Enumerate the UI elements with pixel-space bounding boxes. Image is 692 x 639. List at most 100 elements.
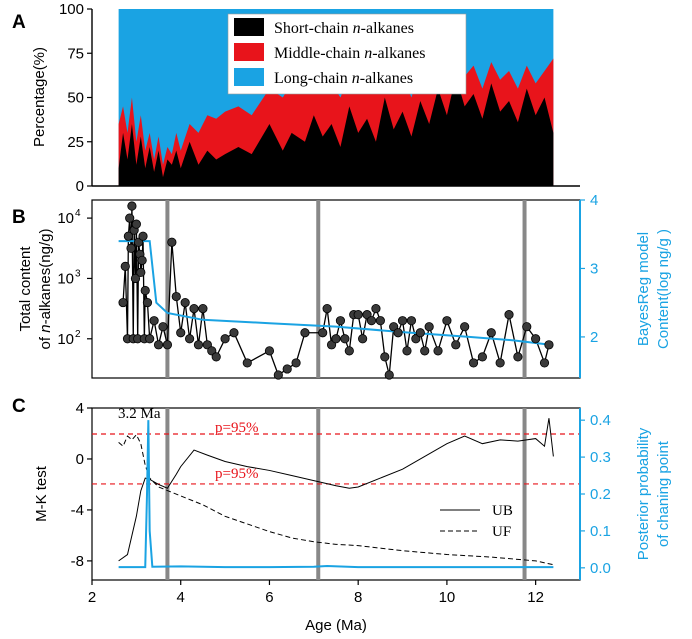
c-uf-line: [118, 433, 554, 566]
b-y-label-line2: of n-alkanes(ng/g): [37, 229, 54, 350]
c-x-label: Age (Ma): [305, 617, 367, 634]
b-sample-series: [118, 201, 554, 380]
b-sample-point: [118, 297, 128, 308]
c-y-tick-label-right: 0.4: [590, 412, 611, 429]
c-y-tick-label-right: 0.1: [590, 523, 611, 540]
b-sample-point: [522, 322, 532, 332]
b-sample-point: [189, 304, 199, 314]
b-sample-point: [126, 243, 136, 253]
b-y-tick-label: 10: [57, 270, 74, 287]
b-sample-point: [127, 201, 137, 211]
panel-letter-a: A: [12, 12, 26, 33]
area-short-chain: [118, 76, 554, 186]
b-bayesreg-line: [118, 240, 554, 347]
legend-swatch-long: [234, 68, 264, 86]
b-sample-point: [513, 352, 523, 362]
b-sample-point: [477, 352, 487, 362]
b-y-tick-label-right: 2: [590, 329, 598, 346]
c-y-tick-label-right: 0.0: [590, 560, 611, 577]
a-y-ticks: 0 25 50 75 100: [59, 1, 92, 195]
c-y-label-right-line2: of chaning point: [655, 440, 672, 547]
b-sample-point: [531, 334, 541, 344]
b-y-tick-label: 10: [57, 331, 74, 348]
c-x-tick-label: 12: [527, 589, 544, 606]
a-y-tick-label: 100: [59, 1, 84, 18]
b-sample-point: [242, 358, 252, 368]
c-y-tick-label: -8: [71, 553, 84, 570]
b-sample-point: [180, 297, 190, 308]
legend-swatch-middle: [234, 43, 264, 61]
b-sample-point: [176, 328, 186, 338]
b-sample-point: [198, 304, 208, 314]
legend-label-short: Short-chain n-alkanes: [274, 20, 414, 37]
b-sample-point: [486, 328, 496, 338]
b-sample-point: [468, 358, 479, 368]
b-sample-point: [158, 322, 168, 332]
legend-label-ub: UB: [492, 503, 513, 519]
b-sample-point: [384, 370, 394, 380]
c-legend: UB UF: [440, 503, 513, 540]
b-sample-point: [424, 322, 434, 332]
b-y-label-right-line2: Content(log ng/g ): [655, 229, 672, 349]
b-sample-point: [460, 322, 470, 332]
a-y-tick-label: 0: [76, 178, 84, 195]
c-y-label-right-line1: Posterior probability: [635, 427, 652, 560]
legend-label-middle: Middle-chain n-alkanes: [274, 45, 426, 62]
c-y-ticks-right: 0.0 0.1 0.2 0.3 0.4: [579, 408, 611, 580]
b-sample-point: [140, 285, 150, 296]
legend-label-uf: UF: [492, 524, 511, 540]
b-sample-point: [162, 340, 173, 350]
legend-label-long: Long-chain n-alkanes: [274, 70, 413, 87]
b-sample-point: [136, 267, 146, 278]
b-sample-point: [120, 261, 130, 271]
c-y-tick-label-right: 0.3: [590, 449, 611, 466]
b-sample-point: [123, 231, 133, 241]
b-sample-point: [145, 334, 155, 344]
b-sample-point: [544, 340, 554, 350]
b-sample-point: [264, 346, 275, 356]
c-y-tick-label-right: 0.2: [590, 486, 611, 503]
b-sample-point: [331, 334, 341, 344]
c-vertical-markers: [165, 408, 527, 580]
b-sample-point: [340, 334, 350, 344]
c-x-tick-label: 8: [354, 589, 362, 606]
a-legend-box: [227, 13, 467, 95]
b-y-ticks-right: 2 3 4: [579, 192, 598, 378]
b-sample-point: [539, 358, 550, 368]
c-y-ticks-left: 4 0 -4 -8: [71, 400, 92, 570]
b-sample-point: [433, 346, 443, 356]
b-sample-point: [273, 370, 283, 380]
c-y-tick-label: 4: [76, 400, 84, 417]
b-sample-point: [451, 340, 461, 350]
b-y-tick-exponent: 4: [75, 208, 81, 219]
b-sample-point: [380, 352, 390, 362]
b-sample-point: [282, 364, 292, 374]
panel-letter-c: C: [12, 396, 26, 417]
b-sample-point: [375, 316, 385, 326]
c-series: [92, 418, 580, 569]
a-y-tick-label: 75: [67, 45, 84, 62]
c-x-ticks: 2 4 6 8 10 12: [88, 580, 544, 606]
panel-letter-b: B: [12, 207, 26, 228]
sig-label-upper: p=95%: [215, 420, 258, 436]
a-y-tick-label: 50: [67, 90, 84, 107]
b-sample-point: [504, 310, 514, 320]
b-y-tick-label-right: 3: [590, 260, 598, 277]
c-ub-line: [118, 418, 554, 562]
b-y-tick-label-right: 4: [590, 192, 598, 209]
b-sample-point: [335, 316, 346, 326]
b-sample-point: [406, 316, 417, 326]
sig-label-lower: p=95%: [215, 466, 258, 482]
c-y-label: M-K test: [33, 465, 50, 522]
b-sample-point: [138, 231, 148, 241]
c-y-tick-label: -4: [71, 502, 84, 519]
changepoint-label: 3.2 Ma: [118, 406, 161, 422]
b-frame: [91, 199, 581, 379]
b-sample-point: [442, 316, 452, 326]
b-sample-point: [402, 346, 412, 356]
b-sample-point: [322, 304, 332, 314]
b-sample-point: [397, 316, 408, 326]
b-sample-point: [229, 328, 239, 338]
b-y-label-right-line1: BayesReg model: [635, 232, 652, 346]
